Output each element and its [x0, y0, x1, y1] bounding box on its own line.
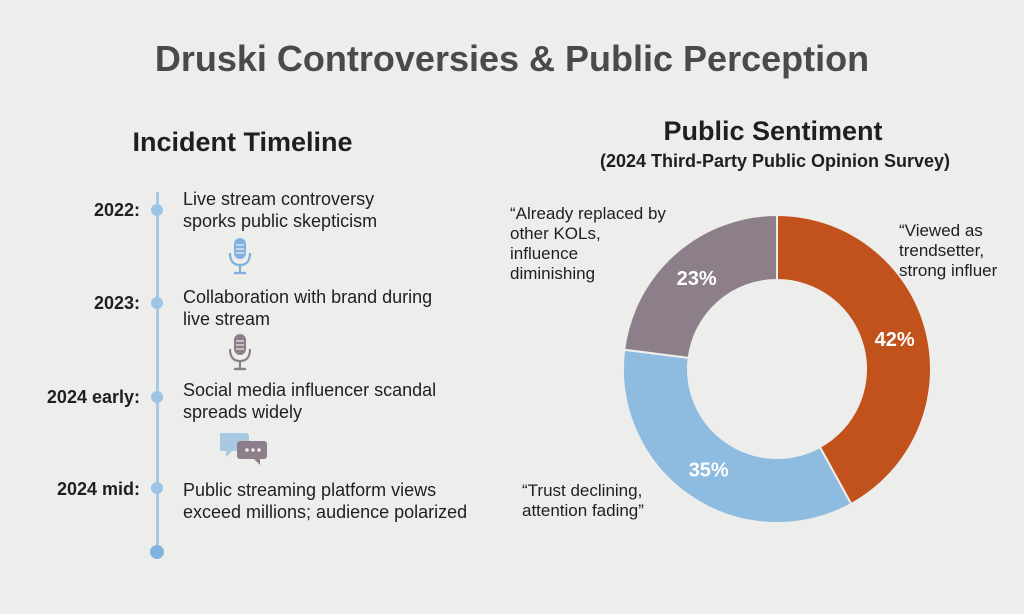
chat-bubbles-icon	[219, 430, 268, 471]
timeline-year: 2024 early:	[46, 387, 140, 407]
slice-annotation: “Trust declining, attention fading”	[522, 481, 644, 520]
slice-annotation: “Already replaced by other KOLs, influen…	[510, 204, 666, 283]
timeline-line	[156, 192, 159, 557]
timeline-year: 2022:	[93, 200, 140, 220]
timeline-heading: Incident Timeline	[132, 127, 353, 157]
timeline-dot	[151, 482, 163, 494]
donut-slice	[622, 348, 853, 524]
slice-annotation: “Viewed as trendsetter, strong influer	[899, 221, 998, 280]
timeline-event-text: Live stream controversy sporks public sk…	[183, 189, 378, 231]
timeline-event-text: Public streaming platform views exceed m…	[183, 480, 468, 522]
chart-title: Public Sentiment	[663, 116, 883, 146]
microphone-icon	[228, 333, 252, 378]
microphone-icon	[228, 237, 252, 282]
timeline-year: 2024 mid:	[56, 479, 140, 499]
timeline-event-text: Collaboration with brand during live str…	[183, 287, 433, 329]
timeline-end-dot	[150, 545, 164, 559]
timeline-year: 2023:	[93, 293, 140, 313]
timeline-event-text: Social media influencer scandal spreads …	[183, 380, 437, 422]
slice-value-label: 35%	[689, 459, 729, 481]
chart-subtitle: (2024 Third-Party Public Opinion Survey)	[599, 151, 951, 171]
page-title: Druski Controversies & Public Perception	[154, 38, 870, 79]
timeline-dot	[151, 391, 163, 403]
slice-value-label: 42%	[875, 329, 915, 351]
donut-slice	[776, 213, 932, 506]
slice-value-label: 23%	[677, 268, 717, 290]
timeline-dot	[151, 204, 163, 216]
donut-slice	[623, 213, 778, 359]
timeline-dot	[151, 297, 163, 309]
